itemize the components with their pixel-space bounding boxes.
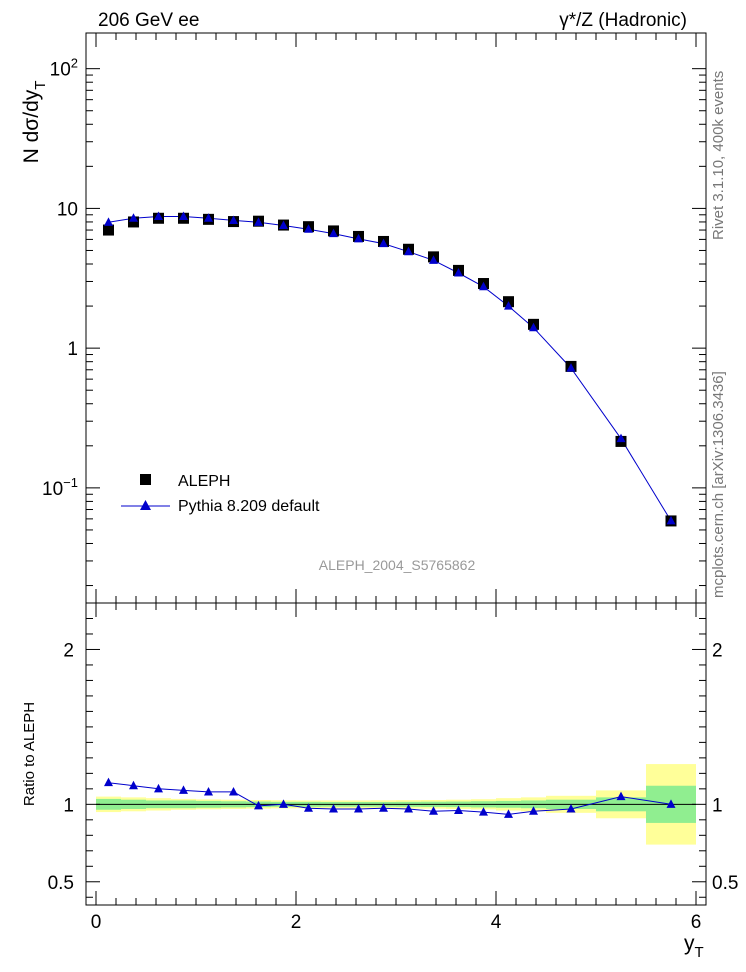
aleph-point (128, 216, 139, 228)
ratio-point (154, 783, 163, 793)
ratio-point (404, 803, 413, 813)
ratio-point (254, 800, 263, 810)
pythia-point (529, 322, 538, 332)
main-frame (85, 32, 707, 604)
main-y-axis-label: N dσ/dyT (20, 81, 49, 164)
ratio-point (454, 805, 463, 815)
pythia-point (104, 217, 113, 226)
x-tick-label: 0 (91, 912, 102, 933)
pythia-point (354, 233, 363, 243)
x-tick-label: 6 (691, 912, 702, 933)
ratio-point (529, 806, 538, 815)
pythia-point (616, 433, 626, 443)
ratio-point (379, 803, 388, 812)
ratio-point (666, 799, 676, 808)
legend-label-aleph: ALEPH (178, 473, 230, 490)
ratio-y-tick-label-right: 2 (712, 640, 723, 661)
ratio-frame (85, 602, 707, 906)
pythia-point (154, 211, 163, 221)
ratio-point (129, 780, 138, 790)
pythia-point (504, 301, 513, 310)
ratio-point (229, 786, 238, 796)
aleph-point (103, 224, 114, 236)
x-tick-label: 2 (291, 912, 302, 933)
legend-marker-aleph (140, 474, 151, 485)
process-label: γ*/Z (Hadronic) (559, 10, 687, 31)
ratio-y-tick-label: 0.5 (48, 873, 74, 894)
y-tick-label: 10 (57, 199, 78, 220)
pythia-point (129, 213, 138, 222)
pythia-point (179, 211, 188, 221)
ratio-point (479, 807, 488, 816)
ratio-point (504, 809, 513, 818)
legend: ALEPH Pythia 8.209 default (121, 473, 320, 515)
ratio-point (429, 806, 438, 815)
rivet-label: Rivet 3.1.10, 400k events (710, 71, 727, 240)
energy-label: 206 GeV ee (98, 10, 199, 31)
x-tick-label: 4 (491, 912, 502, 933)
ratio-point (279, 799, 288, 808)
ratio-point (304, 803, 313, 812)
ratio-y-tick-label-right: 1 (712, 795, 723, 816)
ratio-y-tick-label-right: 0.5 (712, 873, 738, 894)
ratio-y-tick-label: 2 (63, 640, 74, 661)
ratio-y-axis-label: Ratio to ALEPH (21, 702, 38, 806)
pythia-point (229, 215, 238, 224)
y-tick-label: 102 (50, 56, 78, 81)
watermark: ALEPH_2004_S5765862 (319, 557, 476, 573)
pythia-point (304, 224, 313, 233)
ratio-point (566, 803, 576, 813)
pythia-point (454, 267, 463, 277)
legend-marker-pythia (140, 500, 151, 510)
pythia-point (254, 217, 263, 226)
pythia-point (329, 228, 338, 238)
ratio-point (104, 777, 113, 787)
ratio-point (616, 791, 626, 801)
pythia-point (566, 363, 576, 372)
y-tick-label: 10−1 (42, 475, 78, 500)
ratio-panel: 0.5 0.5 1 1 2 2 0 2 4 6 Ratio to ALEPH yT (21, 602, 738, 961)
pythia-point (479, 281, 488, 291)
ratio-point (204, 786, 213, 796)
pythia-point (379, 238, 388, 248)
legend-label-pythia: Pythia 8.209 default (178, 498, 320, 515)
pythia-point (204, 213, 213, 222)
ratio-point (329, 803, 338, 813)
mcplots-label: mcplots.cern.ch [arXiv:1306.3436] (710, 371, 727, 598)
y-tick-label: 1 (67, 339, 78, 360)
pythia-point (429, 255, 438, 264)
pythia-point (279, 220, 288, 229)
x-axis-label: yT (684, 932, 704, 961)
ratio-point (179, 785, 188, 794)
pythia-point (666, 515, 676, 525)
ratio-point (354, 803, 363, 813)
pythia-point (404, 246, 413, 256)
ratio-y-tick-label: 1 (63, 795, 74, 816)
